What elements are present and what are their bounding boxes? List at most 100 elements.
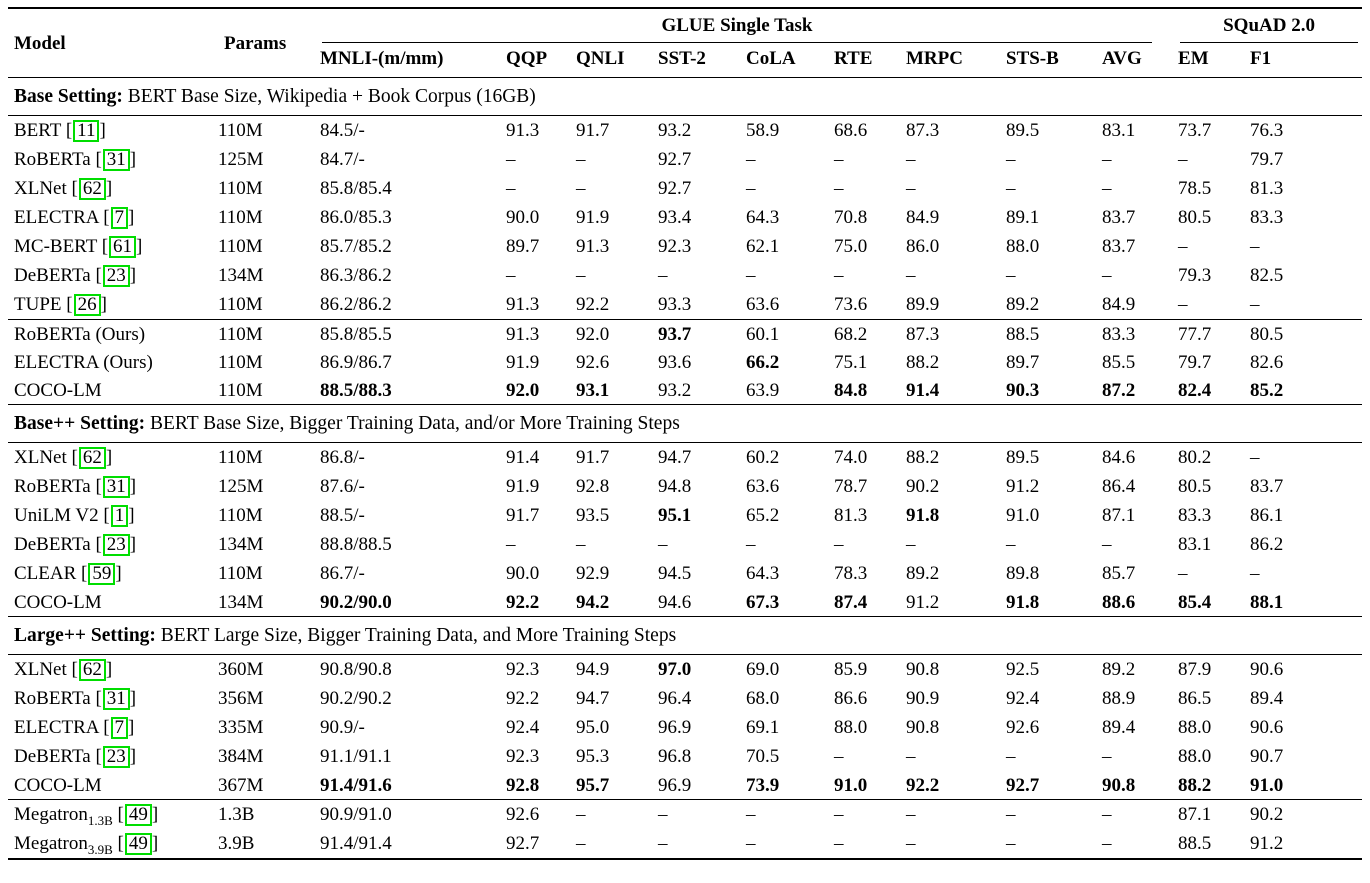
citation-link[interactable]: 61 (109, 235, 137, 258)
model-subscript: 1.3B (87, 812, 113, 828)
metric-value: 90.8/90.8 (320, 659, 392, 680)
metric-value: 90.9 (906, 688, 940, 709)
col-header-mnli-m-mm: MNLI-(m/mm) (320, 43, 506, 78)
metric-value: – (834, 799, 906, 829)
table-row: RoBERTa (Ours) 110M 85.8/85.5 91.3 92.0 93.7 6… (8, 319, 1363, 348)
metric-value: 89.4 (1102, 717, 1136, 738)
metric-value: 87.3 (906, 120, 940, 141)
table-row: TUPE [26] 110M 86.2/86.2 91.3 92.2 93.3 63.6 73… (8, 290, 1362, 320)
metric-value: 66.2 (746, 351, 780, 373)
metric-value: 78.5 (1178, 178, 1212, 199)
metric-value: 88.5/88.3 (320, 379, 392, 401)
metric-value: 89.9 (906, 294, 940, 315)
params-value: 125M (218, 149, 264, 170)
metric-value: 96.9 (658, 774, 692, 796)
citation-link[interactable]: 62 (78, 658, 106, 681)
model-name: RoBERTa [31] (14, 475, 137, 498)
params-value: 110M (218, 351, 263, 373)
metric-value: – (1250, 294, 1260, 315)
metric-value: 91.0 (1006, 505, 1040, 526)
model-label: ELECTRA (14, 716, 99, 738)
metric-value: 88.6 (1102, 591, 1136, 613)
metric-value: 63.6 (746, 476, 780, 497)
metric-value: – (1006, 534, 1016, 555)
model-name: XLNet [62] (14, 446, 113, 469)
metric-value: – (1178, 236, 1188, 257)
metric-value: – (1102, 534, 1112, 555)
metric-value: 93.7 (658, 319, 746, 348)
citation-link[interactable]: 62 (78, 177, 106, 200)
metric-value: 88.5 (1006, 319, 1102, 348)
citation-link[interactable]: 31 (102, 148, 130, 171)
metric-value: 92.7 (506, 833, 540, 854)
citation-link[interactable]: 23 (102, 264, 130, 287)
metric-value: – (658, 265, 668, 286)
metric-value: 91.7 (576, 120, 610, 141)
metric-value: 94.7 (576, 688, 610, 709)
citation-link[interactable]: 49 (124, 803, 152, 826)
metric-value: 78.7 (834, 476, 868, 497)
metric-value: 85.2 (1250, 379, 1284, 401)
citation-link[interactable]: 26 (73, 293, 101, 316)
citation-link[interactable]: 23 (102, 533, 130, 556)
col-header-qnli: QNLI (576, 43, 658, 78)
model-name: RoBERTa (Ours) (8, 319, 218, 348)
metric-value: 85.9 (834, 659, 868, 680)
metric-value: 89.2 (1102, 659, 1136, 680)
metric-value: 92.2 (576, 294, 610, 315)
metric-value: 91.9 (506, 351, 540, 373)
params-value: 356M (218, 688, 264, 709)
metric-value: 94.5 (658, 563, 692, 584)
metric-value: 67.3 (746, 591, 780, 613)
metric-value: 68.2 (834, 319, 906, 348)
metric-value: – (506, 178, 516, 199)
citation-link[interactable]: 31 (102, 475, 130, 498)
citation-link[interactable]: 49 (124, 832, 152, 855)
metric-value: – (906, 799, 1006, 829)
metric-value: 87.6/- (320, 476, 365, 497)
citation-link[interactable]: 31 (102, 687, 130, 710)
metric-value: – (506, 149, 516, 170)
metric-value: 60.2 (746, 447, 780, 468)
model-label: RoBERTa (14, 148, 91, 170)
table-row: Megatron3.9B [49] 3.9B 91.4/91.4 92.7– – – – – –… (8, 829, 1362, 859)
metric-value: – (658, 799, 746, 829)
metric-value: – (576, 534, 586, 555)
metric-value: 90.8 (1102, 774, 1136, 796)
metric-value: – (906, 746, 916, 767)
citation-link[interactable]: 7 (110, 716, 129, 739)
metric-value: – (1178, 563, 1188, 584)
model-label: BERT (14, 119, 62, 141)
metric-value: 86.8/- (320, 447, 365, 468)
citation-link[interactable]: 62 (78, 446, 106, 469)
metric-value: 86.5 (1178, 688, 1212, 709)
metric-value: – (746, 833, 756, 854)
metric-value: – (1006, 265, 1016, 286)
model-label: DeBERTa (14, 533, 91, 555)
model-label: RoBERTa (14, 687, 91, 709)
metric-value: 91.3 (576, 236, 610, 257)
metric-value: 90.6 (1250, 659, 1284, 680)
metric-value: 89.4 (1250, 688, 1284, 709)
metric-value: 85.7/85.2 (320, 236, 392, 257)
metric-value: 90.2/90.2 (320, 688, 392, 709)
model-label: MC-BERT (14, 235, 97, 257)
citation-link[interactable]: 59 (88, 562, 116, 585)
citation-link[interactable]: 7 (110, 206, 129, 229)
metric-value: 64.3 (746, 563, 780, 584)
metric-value: 91.1/91.1 (320, 746, 392, 767)
metric-value: 92.6 (1006, 717, 1040, 738)
model-name: CLEAR [59] (14, 562, 122, 585)
model-name: UniLM V2 [1] (14, 504, 135, 527)
table-row: ELECTRA [7] 110M 86.0/85.3 90.0 91.9 93.4 64.3… (8, 203, 1362, 232)
col-header-sts-b: STS-B (1006, 43, 1102, 78)
citation-link[interactable]: 11 (73, 119, 100, 142)
model-label: XLNet (14, 177, 67, 199)
metric-value: 69.1 (746, 717, 780, 738)
metric-value: – (834, 534, 844, 555)
citation-link[interactable]: 1 (110, 504, 129, 527)
metric-value: 90.0 (506, 207, 540, 228)
citation-link[interactable]: 23 (102, 745, 130, 768)
metric-value: 86.2 (1250, 534, 1284, 555)
metric-value: 92.2 (506, 688, 540, 709)
